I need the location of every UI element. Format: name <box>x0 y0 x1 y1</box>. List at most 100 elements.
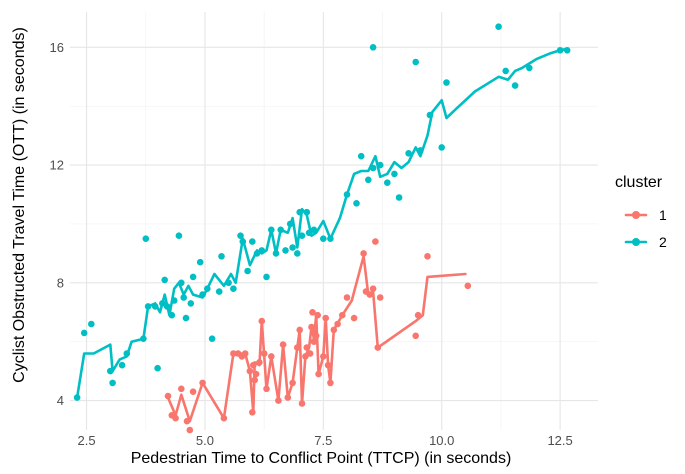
series-2-point <box>369 44 377 51</box>
series-2-point <box>376 161 384 169</box>
legend: cluster 1 2 <box>615 174 667 250</box>
series-1-point <box>172 414 179 422</box>
series-2-point <box>196 258 204 266</box>
y-tick-label: 8 <box>57 275 64 290</box>
series-2-point <box>526 64 533 72</box>
series-2-point <box>296 208 304 216</box>
x-tick-label: 7.5 <box>314 433 332 448</box>
x-axis-ticks: 2.5 5.0 7.5 10.0 12.5 <box>78 433 573 448</box>
series-2-point <box>107 367 114 375</box>
series-2-point <box>391 170 398 178</box>
series-2-point <box>123 350 131 357</box>
series-1-point <box>324 361 332 369</box>
series-1-point <box>314 311 322 319</box>
series-1-point <box>296 326 304 334</box>
series-2-point <box>159 300 166 307</box>
series-1-point <box>310 338 318 346</box>
series-2-point <box>218 252 225 260</box>
series-1-point <box>376 294 384 301</box>
series-2-point <box>310 226 318 234</box>
series-1-point <box>268 353 275 360</box>
series-2-point <box>151 303 159 310</box>
series-2-point <box>320 235 327 242</box>
series-1-point <box>412 332 420 340</box>
series-2-point <box>187 300 195 307</box>
series-2-point <box>282 247 289 254</box>
series-2-point <box>343 191 351 198</box>
series-1-point <box>178 385 185 393</box>
series-2-point <box>412 58 420 66</box>
series-2-point <box>225 279 232 287</box>
series-1-point <box>284 394 292 401</box>
series-2-point <box>327 235 334 242</box>
series-2-point <box>215 288 223 295</box>
series-2-point <box>163 303 171 310</box>
series-1-point <box>414 311 422 319</box>
series-2-point <box>353 200 360 207</box>
series-2-point <box>175 232 183 239</box>
series-1-point <box>263 385 270 393</box>
series-2-line <box>75 47 569 399</box>
series-1-point <box>258 317 266 325</box>
series-2-point <box>80 329 88 337</box>
series-2-point <box>263 273 270 281</box>
series-1-point <box>279 341 287 348</box>
legend-key-point <box>632 211 640 219</box>
series-2-point <box>109 379 116 387</box>
series-1-point <box>372 238 379 245</box>
legend-title: cluster <box>615 174 663 191</box>
x-tick-label: 12.5 <box>547 433 572 448</box>
series-1-point <box>308 323 315 331</box>
series-1-point <box>374 344 382 351</box>
series-1-point <box>322 314 330 322</box>
series-2-point <box>443 79 450 86</box>
series-2-point <box>438 144 446 151</box>
x-tick-label: 5.0 <box>196 433 214 448</box>
series-2-point <box>182 314 190 322</box>
series-2-point <box>268 226 275 234</box>
series-points <box>73 23 571 434</box>
series-2-point <box>294 250 301 257</box>
series-2-point <box>286 220 294 228</box>
series-1-point <box>246 367 254 375</box>
series-2-point <box>303 208 311 216</box>
series-1-point <box>230 350 237 357</box>
series-1-point <box>334 320 341 328</box>
series-1-point <box>339 311 346 319</box>
series-1-point <box>464 282 472 290</box>
series-1-point <box>250 361 257 369</box>
series-1-point <box>183 417 191 425</box>
series-2-point <box>244 267 251 275</box>
grid-major <box>70 12 598 430</box>
series-1-point <box>189 388 197 396</box>
series-2-point <box>189 273 197 281</box>
grid-minor <box>70 12 598 430</box>
series-1-point <box>275 397 282 404</box>
x-tick-label: 2.5 <box>78 433 96 448</box>
series-1-point <box>199 379 206 387</box>
series-1-point <box>350 314 358 322</box>
series-2-point <box>237 232 244 239</box>
series-2-point <box>369 164 377 172</box>
series-1-point <box>424 252 431 260</box>
series-2-point <box>502 67 510 75</box>
series-2-point <box>180 294 187 301</box>
series-2-point <box>230 285 237 293</box>
series-1-point <box>294 344 301 351</box>
series-2-point <box>249 238 256 245</box>
series-1-point <box>369 285 377 293</box>
series-2-point <box>556 47 564 54</box>
y-tick-label: 16 <box>50 40 64 55</box>
series-2-point <box>357 152 365 160</box>
series-2-point <box>118 361 126 369</box>
series-1-point <box>186 426 194 434</box>
series-2-point <box>495 23 502 31</box>
series-2-point <box>178 279 185 287</box>
series-2-point <box>258 247 266 254</box>
series-1-point <box>312 332 320 340</box>
series-lines <box>75 47 569 423</box>
series-2-point <box>417 147 424 154</box>
legend-label: 2 <box>659 234 667 250</box>
series-1-point <box>220 414 228 422</box>
